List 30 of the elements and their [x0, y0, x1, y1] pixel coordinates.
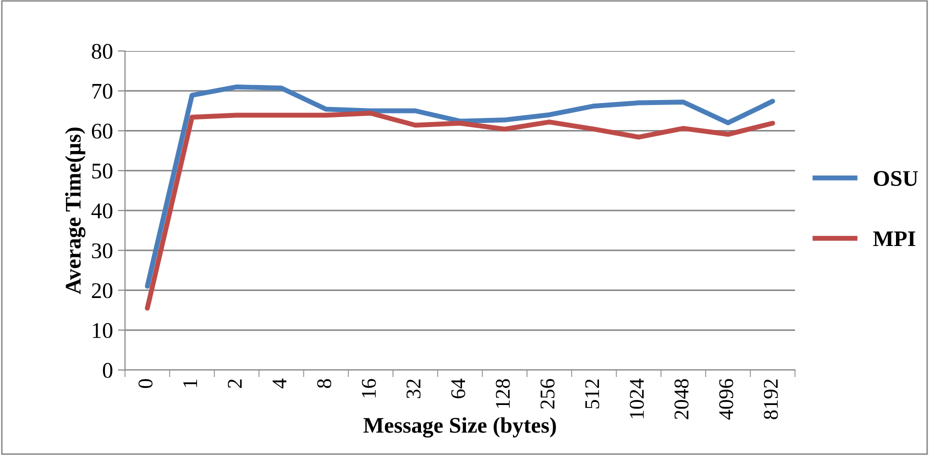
x-tick-label: 16 [362, 378, 376, 398]
legend-label: MPI [873, 232, 916, 246]
y-tick-label: 60 [92, 124, 112, 139]
x-tick-label: 8 [317, 379, 332, 388]
y-tick-label: 70 [92, 84, 112, 99]
x-tick-label: 2 [228, 379, 242, 388]
y-tick-label: 50 [92, 164, 112, 179]
line-series [144, 110, 776, 311]
x-tick-label: 512 [585, 379, 600, 408]
y-tick-label: 20 [92, 283, 112, 298]
y-axis-title: Average Time(µs) [65, 128, 86, 294]
x-tick-label: 1 [183, 380, 198, 387]
y-tick-label: 0 [102, 362, 112, 378]
x-tick-label: 64 [451, 378, 466, 398]
line-series [144, 84, 776, 289]
x-tick-label: 4 [272, 378, 286, 388]
legend-label: OSU [874, 171, 918, 186]
x-tick-label: 128 [496, 379, 510, 408]
y-tick-label: 80 [92, 44, 112, 59]
x-tick-label: 8192 [764, 379, 778, 420]
x-tick-label: 2048 [674, 379, 689, 420]
x-axis-title: Message Size (bytes) [363, 417, 556, 438]
y-tick-label: 40 [91, 203, 112, 218]
x-tick-label: 256 [540, 378, 555, 409]
x-tick-label: 0 [138, 379, 153, 388]
x-tick-label: 1024 [630, 378, 644, 418]
x-tick-label: 32 [406, 379, 421, 398]
y-tick-label: 10 [92, 323, 112, 338]
x-tick-label: 4096 [719, 378, 734, 420]
y-tick-label: 30 [92, 243, 112, 258]
